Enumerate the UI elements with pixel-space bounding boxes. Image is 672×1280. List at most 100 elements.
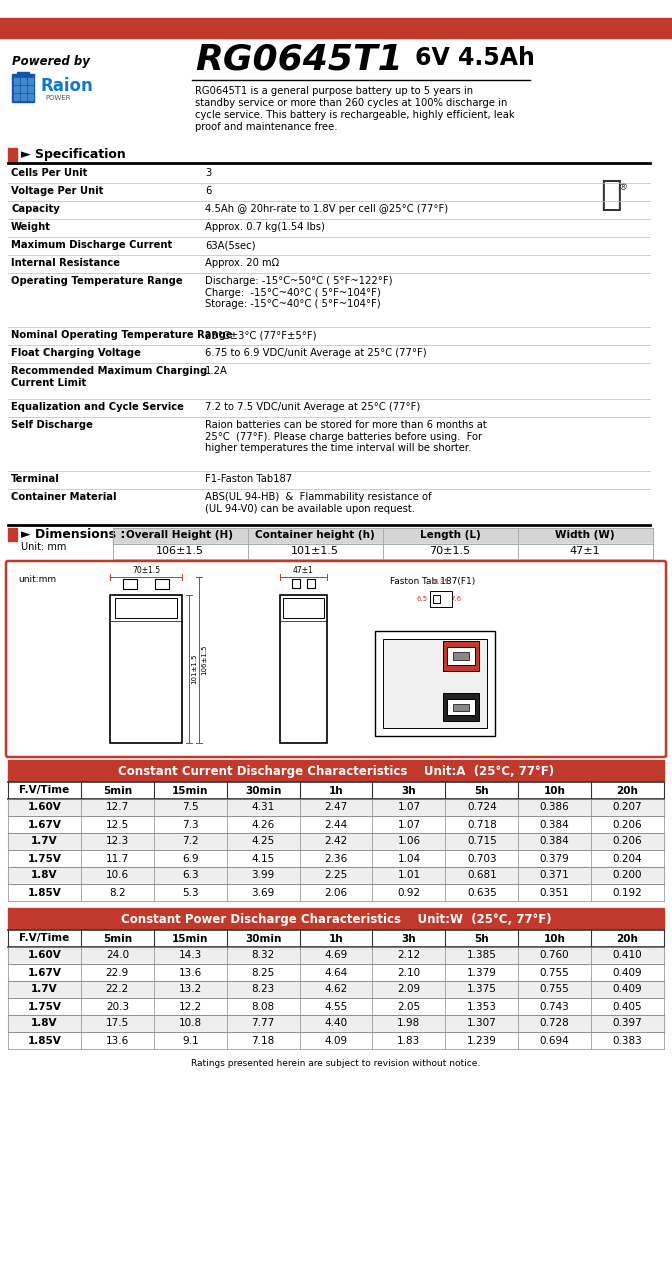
Text: 8.2: 8.2 [109,887,126,897]
Bar [8,782,664,799]
Text: 0.200: 0.200 [613,870,642,881]
Text: Ⓤ: Ⓤ [600,178,622,212]
Text: 13.2: 13.2 [179,984,202,995]
Text: 0.383: 0.383 [613,1036,642,1046]
Text: 6V 4.5Ah: 6V 4.5Ah [415,46,535,70]
Text: 3.99: 3.99 [251,870,275,881]
Text: 1h: 1h [329,933,343,943]
Text: 0.204: 0.204 [613,854,642,864]
Text: 10.8: 10.8 [179,1019,202,1029]
Text: 3h: 3h [402,786,416,795]
Text: 2.05: 2.05 [397,1001,421,1011]
Bar [28,93,33,100]
Text: 0.206: 0.206 [613,819,642,829]
Text: 10.6: 10.6 [106,870,129,881]
Text: 3: 3 [205,168,211,178]
Text: 13.6: 13.6 [106,1036,129,1046]
Text: 0.715: 0.715 [467,837,497,846]
Text: 2.47: 2.47 [325,803,347,813]
Bar [12,74,34,102]
Text: 1.2A: 1.2A [205,366,228,376]
Bar [447,646,475,666]
Bar [433,595,440,603]
Bar [443,641,479,671]
Bar [453,652,469,660]
Bar [28,78,33,84]
Text: 0.207: 0.207 [613,803,642,813]
Text: unit:mm: unit:mm [18,575,56,584]
Bar [8,817,664,833]
Text: 7.2: 7.2 [182,837,198,846]
Bar [21,93,26,100]
Bar [8,998,664,1015]
Text: 1.75V: 1.75V [28,1001,61,1011]
Text: 4.15: 4.15 [251,854,275,864]
Text: 14.3: 14.3 [179,951,202,960]
Text: 1.04: 1.04 [397,854,421,864]
Text: 13.6: 13.6 [179,968,202,978]
Text: Container height (h): Container height (h) [255,530,375,540]
Text: 47±1: 47±1 [292,566,313,575]
Text: 7.77: 7.77 [251,1019,275,1029]
Text: Powered by: Powered by [12,55,90,68]
Text: 1.385: 1.385 [467,951,497,960]
Text: 7.2 to 7.5 VDC/unit Average at 25°C (77°F): 7.2 to 7.5 VDC/unit Average at 25°C (77°… [205,402,420,412]
Bar [14,93,19,100]
Text: 15min: 15min [172,786,208,795]
Bar [14,86,19,92]
Text: Faston Tab 187(F1): Faston Tab 187(F1) [390,577,475,586]
Text: Overall Height (H): Overall Height (H) [126,530,233,540]
Text: 12.2: 12.2 [179,1001,202,1011]
Text: 4.69: 4.69 [325,951,347,960]
Text: 6.9: 6.9 [182,854,198,864]
Text: 1.01: 1.01 [397,870,421,881]
Bar [8,1015,664,1032]
Bar [375,631,495,736]
Text: Self Discharge: Self Discharge [11,420,93,430]
Bar [443,692,479,721]
Bar [113,527,653,544]
Text: 0.410: 0.410 [613,951,642,960]
Text: Raion: Raion [40,77,93,95]
Text: 1.353: 1.353 [467,1001,497,1011]
Text: 6.5: 6.5 [417,596,427,602]
Text: 1.7V: 1.7V [31,837,58,846]
Bar [8,908,664,931]
Text: 2.12: 2.12 [397,951,421,960]
Bar [8,799,664,817]
Text: 1.98: 1.98 [397,1019,421,1029]
Bar [307,579,315,588]
Text: ®: ® [619,183,628,192]
Text: 70±1.5: 70±1.5 [132,566,160,575]
Text: POWER: POWER [45,95,71,101]
Text: 0.386: 0.386 [540,803,570,813]
Text: Width (W): Width (W) [555,530,615,540]
Text: 7.5: 7.5 [182,803,198,813]
Text: Recommended Maximum Charging
Current Limit: Recommended Maximum Charging Current Lim… [11,366,207,388]
Text: 6.75 to 6.9 VDC/unit Average at 25°C (77°F): 6.75 to 6.9 VDC/unit Average at 25°C (77… [205,348,427,358]
Text: 30min: 30min [245,933,282,943]
Text: Constant Current Discharge Characteristics    Unit:A  (25°C, 77°F): Constant Current Discharge Characteristi… [118,764,554,777]
Text: 0.703: 0.703 [467,854,497,864]
Text: 17.5: 17.5 [106,1019,129,1029]
Text: 8.23: 8.23 [251,984,275,995]
Text: 1.307: 1.307 [467,1019,497,1029]
Text: 1.07: 1.07 [397,819,421,829]
Text: cycle service. This battery is rechargeable, highly efficient, leak: cycle service. This battery is rechargea… [195,110,515,120]
Text: RG0645T1: RG0645T1 [195,42,403,76]
Text: Capacity: Capacity [11,204,60,214]
Text: RG0645T1 is a general purpose battery up to 5 years in: RG0645T1 is a general purpose battery up… [195,86,473,96]
Bar [8,980,664,998]
Text: Internal Resistance: Internal Resistance [11,259,120,268]
Text: 2.36: 2.36 [325,854,347,864]
Text: 1.7V: 1.7V [31,984,58,995]
Text: 1.67V: 1.67V [28,819,61,829]
Text: 6.3: 6.3 [182,870,198,881]
Text: Length (L): Length (L) [419,530,480,540]
Bar [28,86,33,92]
Text: 0.384: 0.384 [540,819,570,829]
Text: 0.635: 0.635 [467,887,497,897]
Text: 0.755: 0.755 [540,984,570,995]
Text: Discharge: -15°C~50°C ( 5°F~122°F)
Charge:  -15°C~40°C ( 5°F~104°F)
Storage: -15: Discharge: -15°C~50°C ( 5°F~122°F) Charg… [205,276,392,310]
Text: 4.40: 4.40 [325,1019,347,1029]
